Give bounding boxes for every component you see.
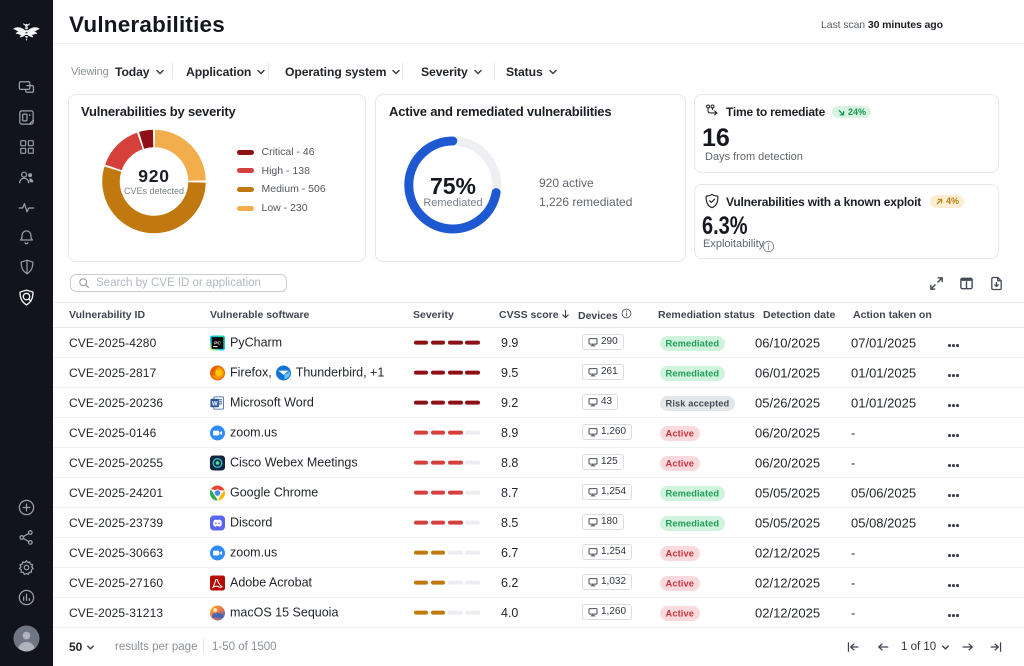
svg-text:W: W: [212, 400, 218, 407]
svg-text:PC: PC: [214, 340, 221, 346]
